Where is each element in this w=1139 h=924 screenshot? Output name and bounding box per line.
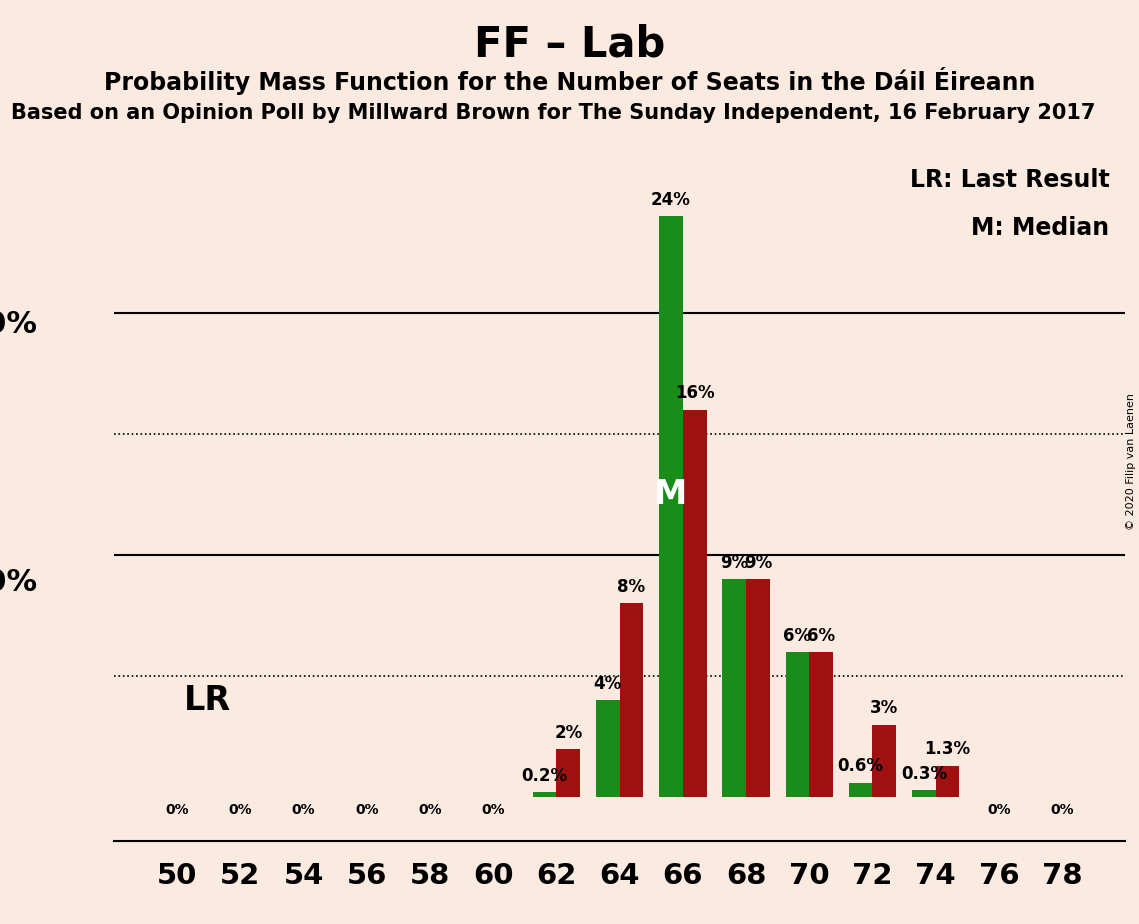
Bar <box>786 652 810 797</box>
Text: 9%: 9% <box>744 554 772 572</box>
Text: 20%: 20% <box>0 310 38 338</box>
Text: M: Median: M: Median <box>972 216 1109 240</box>
Text: 3%: 3% <box>870 699 899 717</box>
Text: 0%: 0% <box>988 803 1010 818</box>
Text: 10%: 10% <box>0 568 38 597</box>
Text: 0%: 0% <box>292 803 316 818</box>
Text: M: M <box>654 478 688 511</box>
Text: Based on an Opinion Poll by Millward Brown for The Sunday Independent, 16 Februa: Based on an Opinion Poll by Millward Bro… <box>11 103 1096 124</box>
Bar <box>596 700 620 797</box>
Text: 8%: 8% <box>617 578 646 596</box>
Text: 0.2%: 0.2% <box>522 767 567 785</box>
Bar <box>722 579 746 797</box>
Text: © 2020 Filip van Laenen: © 2020 Filip van Laenen <box>1126 394 1136 530</box>
Bar <box>556 748 580 797</box>
Text: 24%: 24% <box>652 190 691 209</box>
Text: LR: Last Result: LR: Last Result <box>910 167 1109 191</box>
Bar <box>936 766 959 797</box>
Text: 6%: 6% <box>784 626 811 645</box>
Text: 0%: 0% <box>482 803 505 818</box>
Bar <box>912 790 935 797</box>
Text: 0%: 0% <box>229 803 252 818</box>
Text: 16%: 16% <box>675 384 714 403</box>
Bar <box>746 579 770 797</box>
Text: 0%: 0% <box>355 803 378 818</box>
Bar <box>682 409 706 797</box>
Bar <box>620 603 644 797</box>
Bar <box>659 216 683 797</box>
Text: 0%: 0% <box>1050 803 1074 818</box>
Text: 0%: 0% <box>165 803 189 818</box>
Text: LR: LR <box>183 684 230 717</box>
Text: 2%: 2% <box>555 723 582 742</box>
Text: 0%: 0% <box>418 803 442 818</box>
Text: 0.6%: 0.6% <box>837 758 884 775</box>
Bar <box>533 793 556 797</box>
Text: Probability Mass Function for the Number of Seats in the Dáil Éireann: Probability Mass Function for the Number… <box>104 67 1035 94</box>
Bar <box>849 783 872 797</box>
Bar <box>872 724 896 797</box>
Text: 1.3%: 1.3% <box>925 740 970 759</box>
Text: 4%: 4% <box>593 675 622 693</box>
Text: 0.3%: 0.3% <box>901 765 947 783</box>
Text: 6%: 6% <box>808 626 835 645</box>
Text: 9%: 9% <box>720 554 748 572</box>
Bar <box>809 652 833 797</box>
Text: FF – Lab: FF – Lab <box>474 23 665 65</box>
